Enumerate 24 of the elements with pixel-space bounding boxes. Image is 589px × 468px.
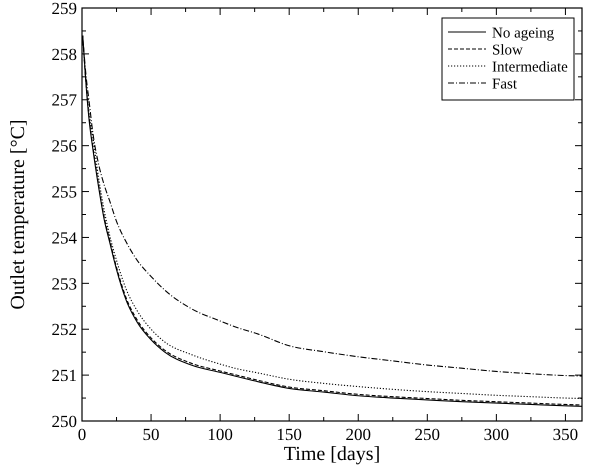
y-tick-label: 250 [52,412,77,431]
x-tick-label: 150 [276,425,302,444]
x-axis-title: Time [days] [284,443,380,465]
legend-label: Slow [492,42,524,58]
y-tick-label: 253 [52,274,77,294]
legend-label: Fast [492,76,518,92]
x-tick-label: 0 [78,425,86,444]
x-tick-label: 300 [484,425,510,444]
y-tick-label: 251 [52,366,77,386]
legend-label: Intermediate [492,59,568,76]
x-tick-label: 200 [345,425,371,444]
x-tick-label: 50 [142,425,160,444]
legend-label: No ageing [492,25,555,42]
y-tick-label: 255 [52,182,77,202]
y-tick-label: 258 [52,44,77,64]
y-tick-label: 254 [52,228,78,248]
x-tick-label: 100 [207,425,233,444]
x-tick-label: 350 [552,425,578,444]
y-tick-label: 252 [52,320,77,340]
y-tick-label: 257 [52,90,78,110]
x-tick-label: 250 [414,425,440,444]
y-axis-title: Outlet temperature [°C] [7,119,29,310]
y-tick-label: 259 [52,0,77,18]
y-tick-label: 256 [52,136,77,156]
